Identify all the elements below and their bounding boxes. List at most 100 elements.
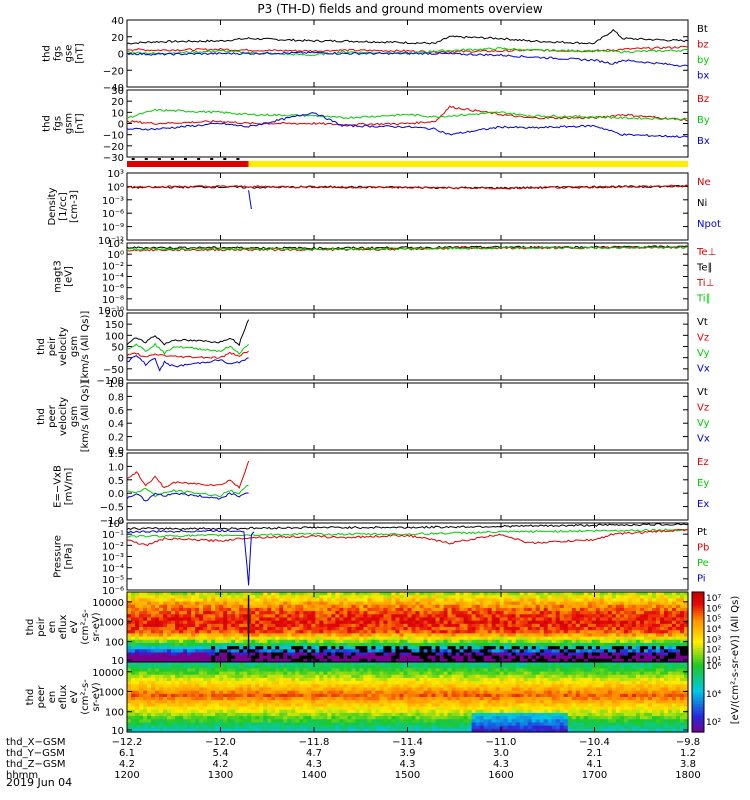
y-tick-label: 200: [105, 309, 124, 320]
y-axis-label: eflux: [58, 685, 69, 710]
y-tick-label: 10⁻⁸: [102, 295, 124, 306]
legend-entry: Vz: [697, 333, 709, 344]
y-axis-label: gsm: [64, 113, 75, 134]
y-tick-label: 40: [111, 16, 124, 27]
legend-entry: by: [697, 55, 709, 66]
legend-entry: Vy: [697, 418, 710, 429]
colorbar-tick-label: 10⁶: [706, 604, 721, 614]
y-tick-label: 20: [111, 33, 124, 44]
series-line: [126, 45, 689, 54]
series-line: [126, 105, 689, 126]
y-tick-label: 10⁻¹: [102, 530, 124, 541]
y-axis-label: [cm-3]: [69, 190, 80, 223]
ephemeris-value: 1200: [114, 770, 139, 781]
legend-entry: Vx: [697, 364, 710, 375]
colorbar-tick-label: 10³: [706, 635, 721, 645]
series-line: [126, 342, 249, 356]
ephemeris-value: 4.3: [493, 759, 509, 770]
y-axis-label: peir: [36, 616, 47, 636]
panel-frame: [126, 312, 689, 381]
series-line: [126, 492, 249, 502]
y-axis-label: thd: [36, 408, 47, 425]
series-line: [126, 460, 250, 489]
y-axis-label: eV: [69, 620, 80, 633]
legend-entry: By: [697, 115, 710, 126]
series-line: [126, 108, 689, 121]
ephemeris-value: 2.1: [587, 748, 603, 759]
y-axis-label: thd: [25, 619, 36, 636]
colorbar-frame: [691, 591, 705, 733]
y-tick-label: 1.0: [108, 462, 124, 473]
legend-entry: Pt: [697, 527, 707, 538]
ephemeris-value: −10.4: [579, 737, 610, 748]
y-axis-label: [1/cc]: [58, 192, 69, 221]
y-axis-label: [nPa]: [64, 543, 75, 569]
series-line: [126, 522, 689, 531]
spectrogram-peer-eflux: [127, 662, 689, 733]
y-axis-label: velocity: [58, 397, 69, 436]
legend-entry: Vt: [697, 387, 708, 398]
status-tick: [157, 158, 161, 160]
ephemeris-value: 1700: [582, 770, 607, 781]
ephemeris-value: 3.9: [400, 748, 416, 759]
ephemeris-value: 3.8: [680, 759, 696, 770]
y-tick-label: 10³: [107, 169, 124, 180]
colorbar-tick-label: 10⁵: [706, 615, 721, 625]
y-tick-label: 10⁰: [107, 250, 124, 261]
y-axis-label: gsm: [69, 336, 80, 357]
y-tick-label: 0.2: [108, 433, 124, 444]
y-axis-label: (cm²-s-: [80, 609, 91, 645]
ephemeris-value: −11.4: [392, 737, 423, 748]
plot-title: P3 (TH-D) fields and ground moments over…: [257, 2, 542, 16]
y-tick-label: 10000: [92, 668, 124, 679]
y-tick-label: 1000: [99, 687, 124, 698]
y-axis-label: sr-eV): [91, 682, 102, 711]
y-tick-label: 10⁻²: [102, 261, 124, 272]
y-axis-label: [eV]: [64, 266, 75, 287]
series-line: [126, 355, 249, 372]
y-axis-label: fgs: [53, 116, 64, 131]
legend-entry: Bt: [697, 24, 708, 35]
ephemeris-value: 4.3: [306, 759, 322, 770]
ephemeris-value: −11.0: [486, 737, 517, 748]
y-tick-label: 10⁻⁴: [102, 273, 124, 284]
y-tick-label: 10⁻⁶: [102, 586, 124, 597]
y-tick-label: 0.6: [108, 406, 124, 417]
mode-status-bar: [127, 158, 689, 167]
status-bar-segment-red: [127, 161, 249, 167]
panel-efield: 1.5 1.0 0.5 0.0 −0.5 −1.0 E=−VxB [mV/m] Ez Ey Ex: [53, 449, 710, 527]
y-tick-label: −0.5: [100, 503, 124, 514]
y-tick-label: 10⁻¹⁰: [98, 306, 124, 317]
y-tick-label: 1.0: [108, 379, 124, 390]
series-line: [126, 246, 689, 251]
status-tick: [210, 158, 214, 160]
legend-entry: Ti∥: [696, 294, 711, 305]
ephemeris-value: 1.2: [680, 748, 696, 759]
y-axis-label: Pressure: [53, 535, 64, 578]
ephemeris-value: −12.2: [112, 737, 143, 748]
y-axis-label: gse: [64, 45, 75, 63]
panel-frame: [126, 522, 689, 591]
y-tick-label: 10⁰: [107, 519, 124, 530]
ephemeris-value: 3.0: [493, 748, 509, 759]
y-tick-label: 150: [105, 320, 124, 331]
legend-entry: Ni: [697, 198, 707, 209]
legend-entry: Ne: [697, 177, 711, 188]
status-tick: [144, 158, 148, 160]
legend-entry: bx: [697, 71, 709, 82]
series-line: [248, 190, 252, 210]
series-line: [126, 529, 255, 586]
y-axis-label: E=−VxB: [53, 465, 64, 508]
y-axis-label: [nT]: [75, 113, 86, 133]
ephemeris-row-label: thd_Z−GSM: [6, 759, 66, 770]
ephemeris-value: 1400: [301, 770, 326, 781]
panel-frame: [126, 172, 689, 241]
y-tick-label: 0.5: [108, 476, 124, 487]
y-tick-label: 0.8: [108, 392, 124, 403]
y-tick-label: −50: [103, 365, 124, 376]
series-line: [126, 47, 689, 57]
series-line: [126, 319, 250, 347]
ephemeris-value: 5.4: [213, 748, 229, 759]
y-tick-label: 10000: [92, 598, 124, 609]
legend-entry: Vt: [697, 317, 708, 328]
